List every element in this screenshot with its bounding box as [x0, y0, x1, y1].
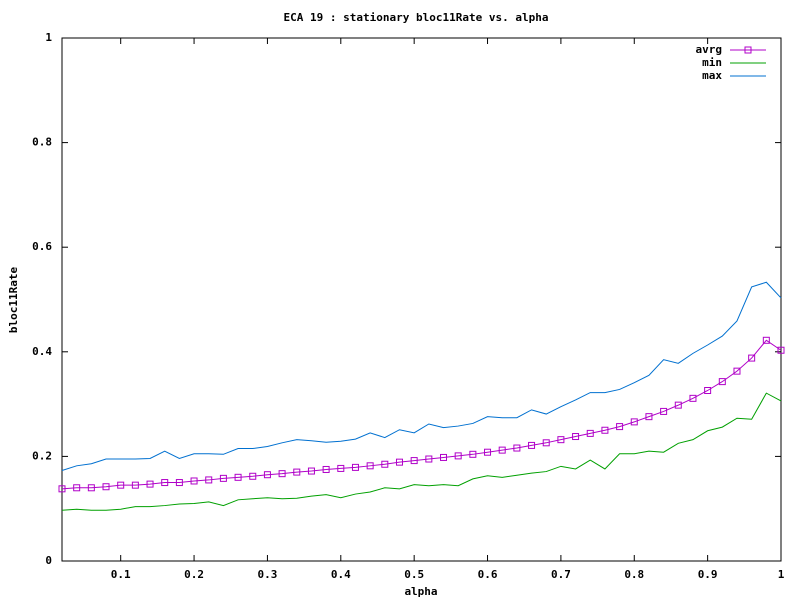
point-marker [542, 439, 550, 447]
y-tick-label: 0.6 [32, 240, 52, 253]
y-tick-label: 0.4 [32, 345, 52, 358]
point-marker [454, 452, 462, 460]
point-marker [704, 387, 712, 395]
point-marker [307, 467, 315, 475]
point-marker [777, 346, 785, 354]
point-marker [528, 441, 536, 449]
series-line [61, 281, 782, 471]
point-marker [395, 458, 403, 466]
x-tick-label: 0.2 [184, 568, 204, 581]
plot-border [61, 37, 782, 562]
point-marker [190, 477, 198, 485]
point-marker [131, 481, 139, 489]
point-marker [351, 463, 359, 471]
point-marker [645, 413, 653, 421]
point-marker [146, 480, 154, 488]
x-tick-label: 0.1 [111, 568, 131, 581]
x-tick-label: 0.6 [478, 568, 498, 581]
legend-label: avrg [696, 43, 723, 56]
x-tick-label: 0.9 [698, 568, 718, 581]
point-marker [337, 464, 345, 472]
x-tick-label: 0.3 [257, 568, 277, 581]
point-marker [102, 483, 110, 491]
point-marker [440, 453, 448, 461]
point-marker [117, 481, 125, 489]
point-marker [674, 401, 682, 409]
point-marker [87, 484, 95, 492]
chart-title: ECA 19 : stationary bloc11Rate vs. alpha [284, 11, 549, 24]
series-line [61, 339, 782, 490]
point-marker [234, 473, 242, 481]
point-marker [219, 474, 227, 482]
y-axis-label: bloc11Rate [7, 267, 20, 334]
point-marker [249, 472, 257, 480]
y-tick-label: 0 [45, 554, 52, 567]
point-marker [601, 426, 609, 434]
point-marker [469, 450, 477, 458]
point-marker [425, 455, 433, 463]
point-marker [586, 429, 594, 437]
point-marker [293, 468, 301, 476]
point-marker [762, 336, 770, 344]
y-tick-label: 1 [45, 31, 52, 44]
point-marker [161, 479, 169, 487]
x-tick-label: 1 [778, 568, 785, 581]
point-marker [616, 423, 624, 431]
point-marker [278, 470, 286, 478]
point-marker [263, 471, 271, 479]
point-marker [410, 457, 418, 465]
point-marker [58, 485, 66, 493]
y-tick-label: 0.8 [32, 136, 52, 149]
point-marker [630, 418, 638, 426]
point-marker [572, 433, 580, 441]
point-marker [498, 446, 506, 454]
point-marker [381, 460, 389, 468]
x-tick-label: 0.5 [404, 568, 424, 581]
point-marker [660, 407, 668, 415]
point-marker [322, 465, 330, 473]
x-tick-label: 0.8 [624, 568, 644, 581]
legend-label: min [702, 56, 722, 69]
point-marker [205, 476, 213, 484]
point-marker [689, 394, 697, 402]
point-marker [733, 367, 741, 375]
point-marker [748, 354, 756, 362]
y-tick-label: 0.2 [32, 449, 52, 462]
point-marker [718, 378, 726, 386]
x-tick-label: 0.7 [551, 568, 571, 581]
x-tick-label: 0.4 [331, 568, 351, 581]
legend-label: max [702, 69, 722, 82]
point-marker [175, 479, 183, 487]
series-line [61, 392, 782, 511]
point-marker [557, 436, 565, 444]
point-marker [73, 484, 81, 492]
point-marker [366, 462, 374, 470]
legend-marker [744, 46, 752, 54]
point-marker [484, 448, 492, 456]
point-marker [513, 444, 521, 452]
x-axis-label: alpha [404, 585, 437, 598]
